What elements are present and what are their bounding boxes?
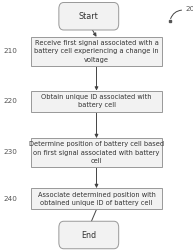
Text: 230: 230 (3, 150, 17, 156)
Text: 220: 220 (3, 98, 17, 104)
FancyBboxPatch shape (31, 188, 162, 210)
Text: 200: 200 (185, 6, 193, 12)
Text: 240: 240 (3, 196, 17, 202)
FancyBboxPatch shape (59, 2, 119, 30)
Text: End: End (81, 230, 96, 239)
FancyBboxPatch shape (59, 221, 119, 249)
Text: Determine position of battery cell based
on first signal associated with battery: Determine position of battery cell based… (29, 141, 164, 164)
Text: Receive first signal associated with a
battery cell experiencing a change in
vol: Receive first signal associated with a b… (34, 40, 159, 63)
Text: 210: 210 (3, 48, 17, 54)
FancyBboxPatch shape (31, 90, 162, 112)
Text: Start: Start (79, 12, 99, 21)
FancyBboxPatch shape (31, 138, 162, 167)
FancyArrowPatch shape (171, 10, 182, 18)
Text: Associate determined position with
obtained unique ID of battery cell: Associate determined position with obtai… (38, 192, 155, 206)
Text: Obtain unique ID associated with
battery cell: Obtain unique ID associated with battery… (41, 94, 152, 108)
FancyBboxPatch shape (31, 37, 162, 66)
